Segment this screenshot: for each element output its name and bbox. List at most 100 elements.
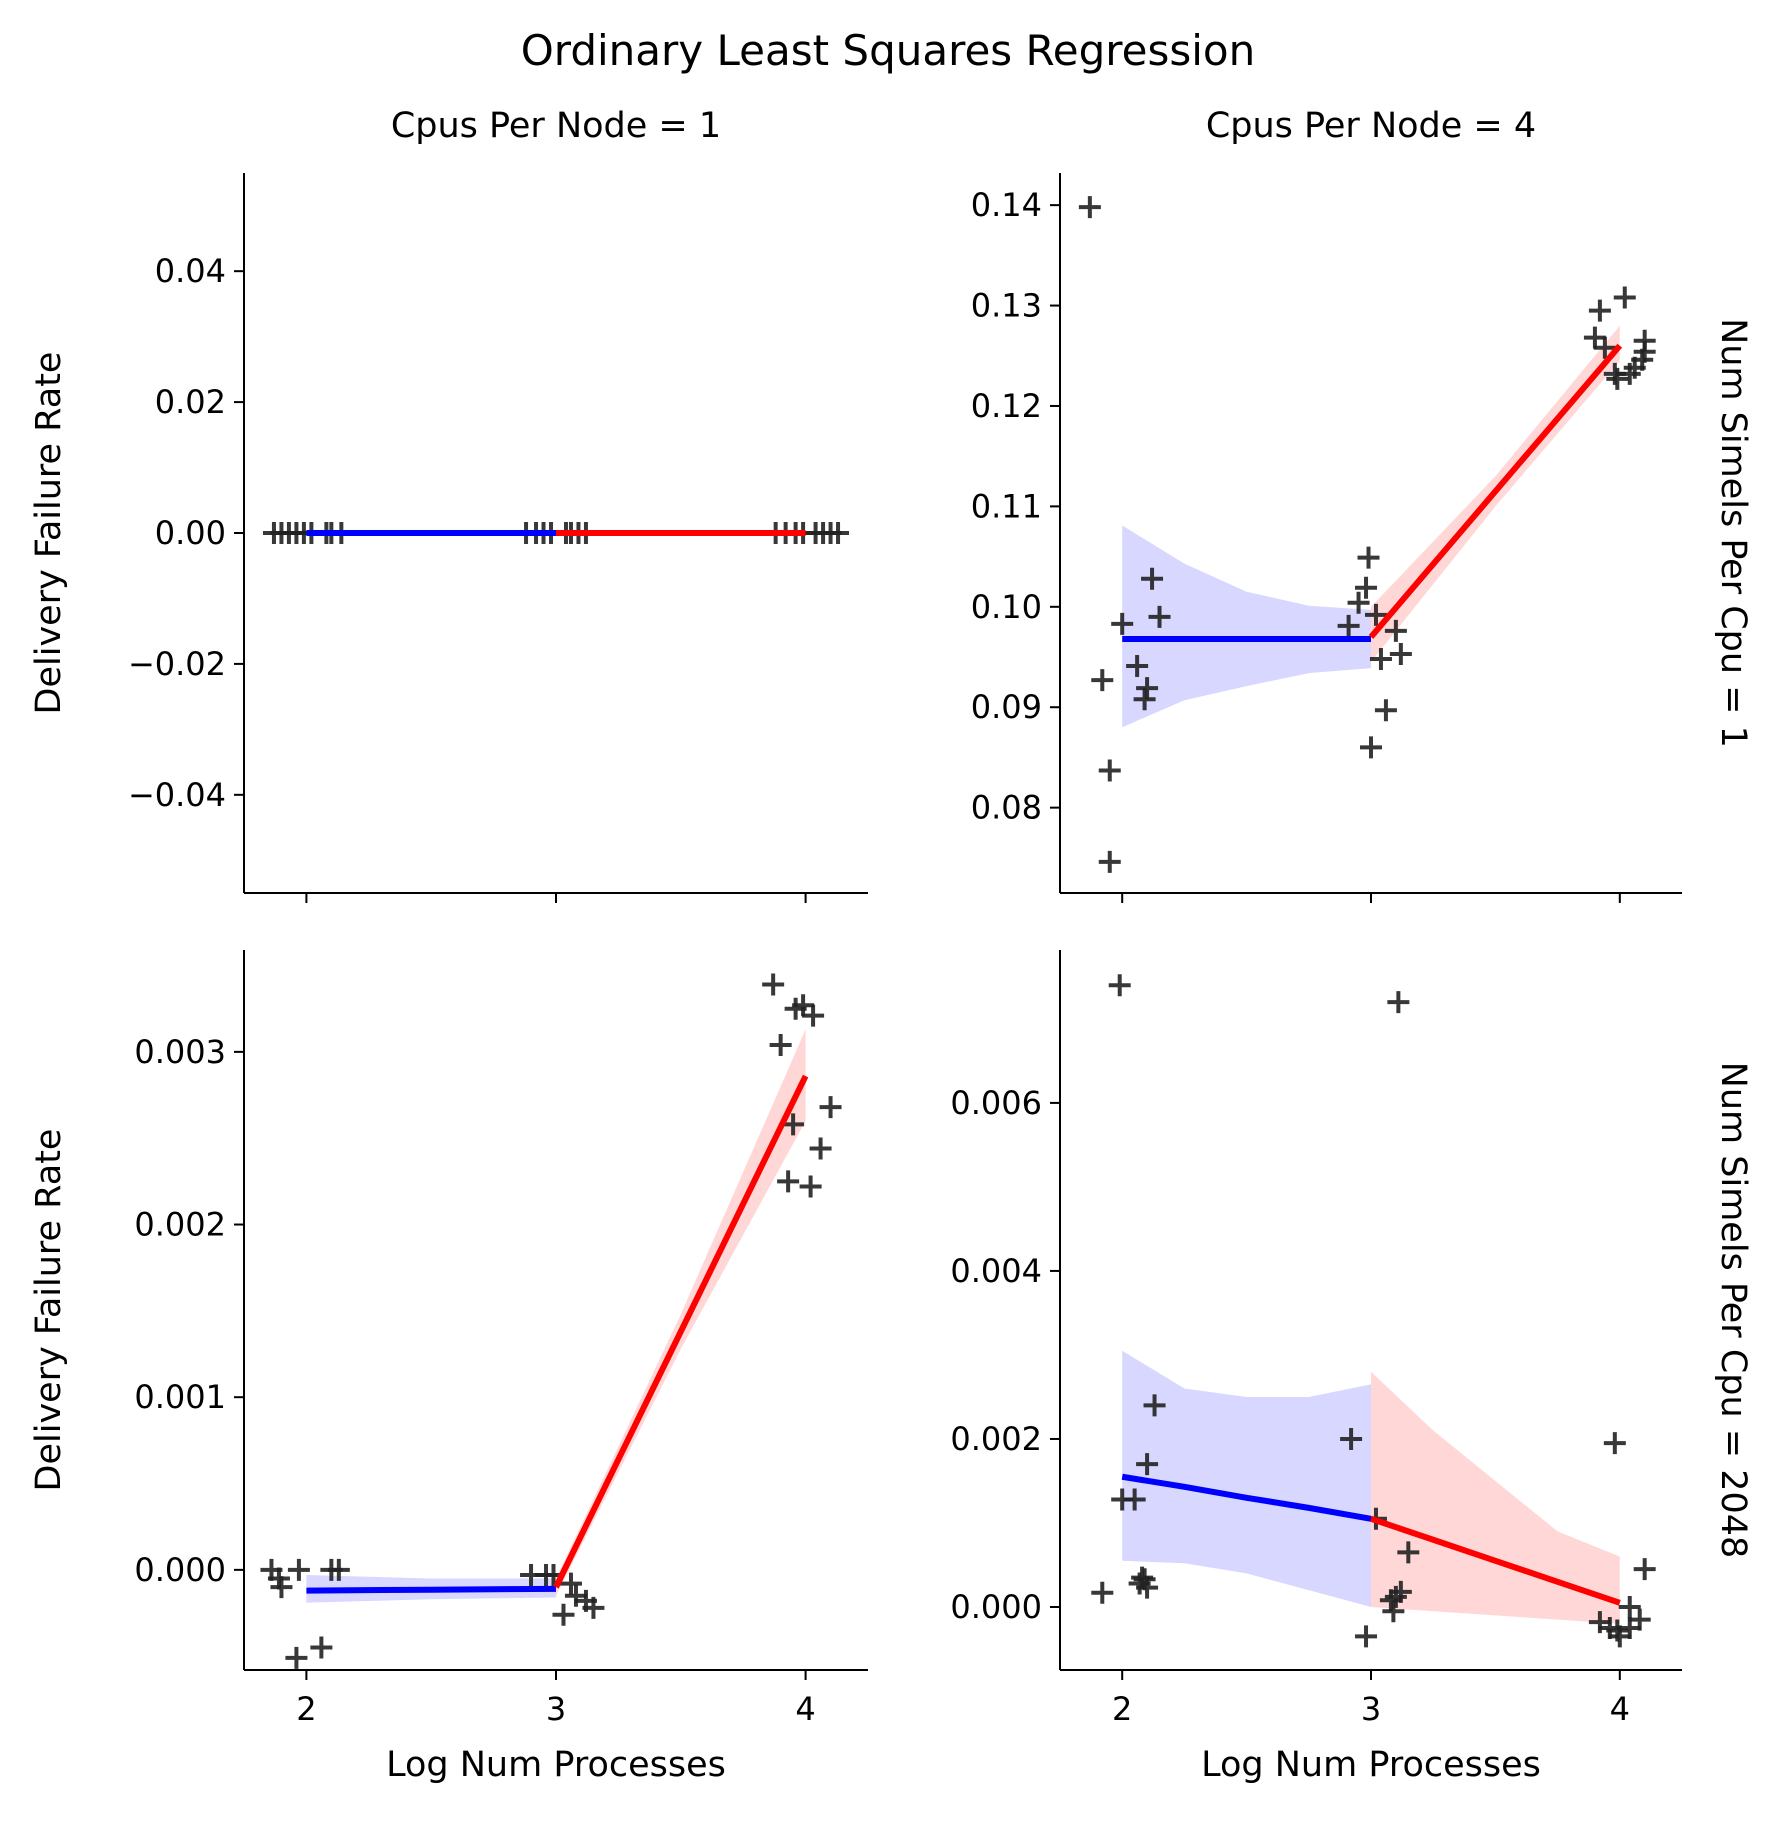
panels-group: 0.04 0.02 0.00 −0.02 −0.04 Cpus Per Node = 1 D… <box>29 106 1753 1785</box>
y-tick-label: 0.000 <box>950 1588 1042 1626</box>
y-tick-label: 0.11 <box>971 487 1042 525</box>
column-label: Cpus Per Node = 4 <box>1206 106 1536 146</box>
x-axis-title: Log Num Processes <box>386 1745 726 1785</box>
fit_low-confidence-band <box>1122 525 1371 728</box>
data-point <box>1603 1432 1626 1455</box>
data-point <box>1355 576 1378 599</box>
y-tick-label: 0.002 <box>950 1420 1042 1458</box>
y-tick-label: 0.000 <box>134 1551 226 1589</box>
data-point <box>799 1175 822 1198</box>
data-point <box>792 994 815 1017</box>
data-point <box>1337 614 1360 637</box>
data-point <box>1382 1600 1405 1623</box>
x-tick-label: 2 <box>1112 1690 1132 1728</box>
data-point <box>270 1576 293 1599</box>
data-point <box>1078 196 1101 219</box>
data-point <box>1397 1541 1420 1564</box>
fit_low-regression-line <box>1121 1473 1372 1522</box>
data-point <box>762 973 785 996</box>
data-point <box>1340 1427 1363 1450</box>
y-tick-label: 0.004 <box>950 1252 1042 1290</box>
fit_high-confidence-band <box>1371 1371 1620 1624</box>
data-point <box>1618 1595 1641 1618</box>
data-point <box>1384 1585 1407 1608</box>
data-point <box>1098 850 1121 873</box>
y-tick-label: 0.04 <box>155 252 226 290</box>
y-tick-label: −0.02 <box>128 645 226 683</box>
y-axis-title: Delivery Failure Rate <box>29 352 69 715</box>
row-label: Num Simels Per Cpu = 1 <box>1713 318 1753 748</box>
panel-3: 0.003 0.002 0.001 0.000 2 3 4 Delivery Failure … <box>29 950 868 1785</box>
data-point <box>769 1033 792 1056</box>
panel-4: 0.006 0.004 0.002 0.000 2 3 4 Num Simels Per Cp… <box>950 950 1753 1785</box>
data-point <box>1347 591 1370 614</box>
data-point <box>327 1558 350 1581</box>
data-point <box>809 1137 832 1160</box>
y-tick-label: 0.003 <box>134 1033 226 1071</box>
y-tick-label: 0.002 <box>134 1206 226 1244</box>
y-tick-label: 0.08 <box>971 789 1042 827</box>
data-point <box>1374 699 1397 722</box>
x-tick-label: 3 <box>1361 1690 1381 1728</box>
x-tick-label: 4 <box>795 1690 815 1728</box>
data-point <box>285 1646 308 1669</box>
y-tick-label: −0.04 <box>128 776 226 814</box>
data-point <box>559 1572 582 1595</box>
x-tick-label: 3 <box>546 1690 566 1728</box>
data-point <box>1583 326 1606 349</box>
y-tick-label: 0.10 <box>971 588 1042 626</box>
data-point <box>1628 1608 1651 1631</box>
data-point <box>782 1113 805 1136</box>
panel-1: 0.04 0.02 0.00 −0.02 −0.04 Cpus Per Node = 1 D… <box>29 106 868 903</box>
data-point <box>1613 286 1636 309</box>
fit_high-regression-line <box>1370 1515 1621 1606</box>
data-point <box>1389 643 1412 666</box>
data-point <box>1384 619 1407 642</box>
fit_high-regression-line <box>553 1074 809 1589</box>
column-label: Cpus Per Node = 1 <box>391 106 721 146</box>
data-point <box>1389 1580 1412 1603</box>
data-point <box>310 1636 333 1659</box>
y-tick-label: 0.001 <box>134 1378 226 1416</box>
y-tick-label: 0.02 <box>155 383 226 421</box>
data-point <box>1593 336 1616 359</box>
data-point <box>1588 299 1611 322</box>
data-point <box>1133 688 1156 711</box>
data-point <box>827 522 850 544</box>
y-tick-label: 0.12 <box>971 387 1042 425</box>
y-tick-label: 0.00 <box>155 514 226 552</box>
y-tick-label: 0.14 <box>971 186 1042 224</box>
data-point <box>777 1170 800 1193</box>
y-tick-label: 0.006 <box>950 1084 1042 1122</box>
row-label: Num Simels Per Cpu = 2048 <box>1713 1062 1753 1559</box>
data-point <box>1357 546 1380 569</box>
data-point <box>1387 991 1410 1014</box>
data-point <box>1111 612 1134 635</box>
data-point <box>1136 677 1159 700</box>
data-point <box>1123 1488 1146 1511</box>
x-axis-title: Log Num Processes <box>1201 1745 1541 1785</box>
data-point <box>287 1558 310 1581</box>
fit_low-regression-line <box>306 1585 557 1594</box>
data-point <box>1136 1453 1159 1476</box>
y-tick-label: 0.09 <box>971 688 1042 726</box>
data-point <box>1091 1581 1114 1604</box>
figure-title: Ordinary Least Squares Regression <box>521 26 1256 75</box>
x-tick-label: 2 <box>296 1690 316 1728</box>
data-point <box>1126 655 1149 678</box>
data-point <box>802 1004 825 1027</box>
data-point <box>1606 367 1629 390</box>
data-point <box>1369 648 1392 671</box>
data-point <box>819 1096 842 1119</box>
data-point <box>1633 340 1656 363</box>
data-point <box>1136 1576 1159 1599</box>
data-point <box>1364 603 1387 626</box>
data-point <box>582 1596 605 1619</box>
data-point <box>1148 605 1171 628</box>
data-point <box>552 1603 575 1626</box>
data-point <box>1141 567 1164 590</box>
y-axis-title: Delivery Failure Rate <box>29 1129 69 1492</box>
data-point <box>1091 669 1114 692</box>
data-point <box>564 1584 587 1607</box>
